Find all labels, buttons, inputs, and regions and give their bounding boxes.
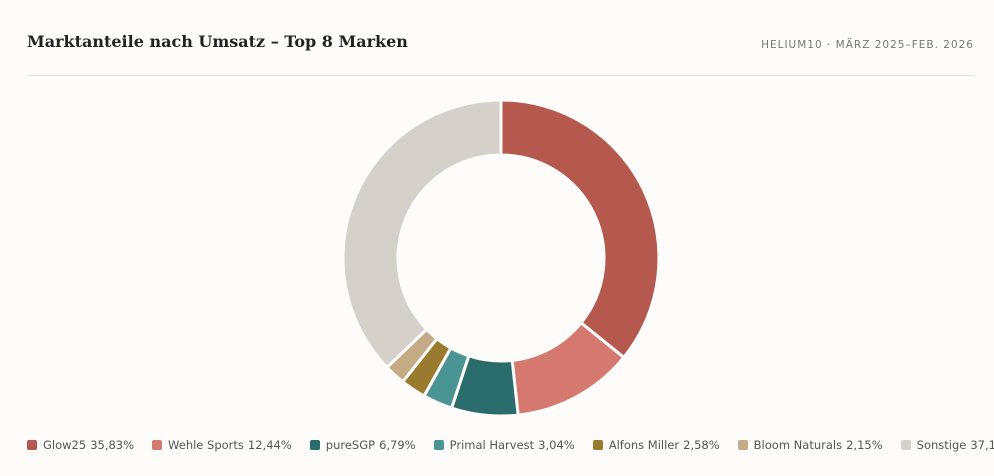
chart-title: Marktanteile nach Umsatz – Top 8 Marken <box>27 32 408 51</box>
legend-item: Glow25 35,83% <box>27 438 134 452</box>
legend-value: 35,83% <box>90 438 135 452</box>
legend-label: Primal Harvest <box>449 438 535 452</box>
donut-segment <box>499 98 661 360</box>
chart <box>341 98 661 418</box>
legend-swatch <box>737 440 748 450</box>
legend-item: Primal Harvest 3,04% <box>433 438 575 452</box>
legend-value: 37,17% <box>970 438 994 452</box>
legend-value: 6,79% <box>379 438 416 452</box>
legend-label: Bloom Naturals <box>753 438 843 452</box>
legend-value: 2,15% <box>846 438 883 452</box>
legend-value: 3,04% <box>538 438 575 452</box>
chart-subtitle: HELIUM10 · MÄRZ 2025–FEB. 2026 <box>761 39 974 51</box>
legend-swatch <box>27 440 37 450</box>
legend-label: Glow25 <box>43 438 87 452</box>
legend-item: Alfons Miller 2,58% <box>592 438 720 452</box>
legend-swatch <box>152 440 163 450</box>
legend-label: Sonstige <box>916 438 967 452</box>
legend-value: 2,58% <box>683 438 720 452</box>
legend-label: Alfons Miller <box>608 438 680 452</box>
legend-item: Wehle Sports 12,44% <box>152 438 292 452</box>
legend-label: Wehle Sports <box>168 438 244 452</box>
legend-item: pureSGP 6,79% <box>309 438 416 452</box>
donut-segment <box>341 98 503 370</box>
legend-item: Bloom Naturals 2,15% <box>737 438 883 452</box>
divider <box>27 75 975 76</box>
legend: Glow25 35,83% Wehle Sports 12,44% pureSGP 6,7… <box>27 438 994 452</box>
legend-label: pureSGP <box>325 438 376 452</box>
legend-swatch <box>900 440 911 450</box>
legend-swatch <box>433 440 444 450</box>
legend-value: 12,44% <box>247 438 292 452</box>
legend-swatch <box>592 440 603 450</box>
legend-swatch <box>309 440 320 450</box>
